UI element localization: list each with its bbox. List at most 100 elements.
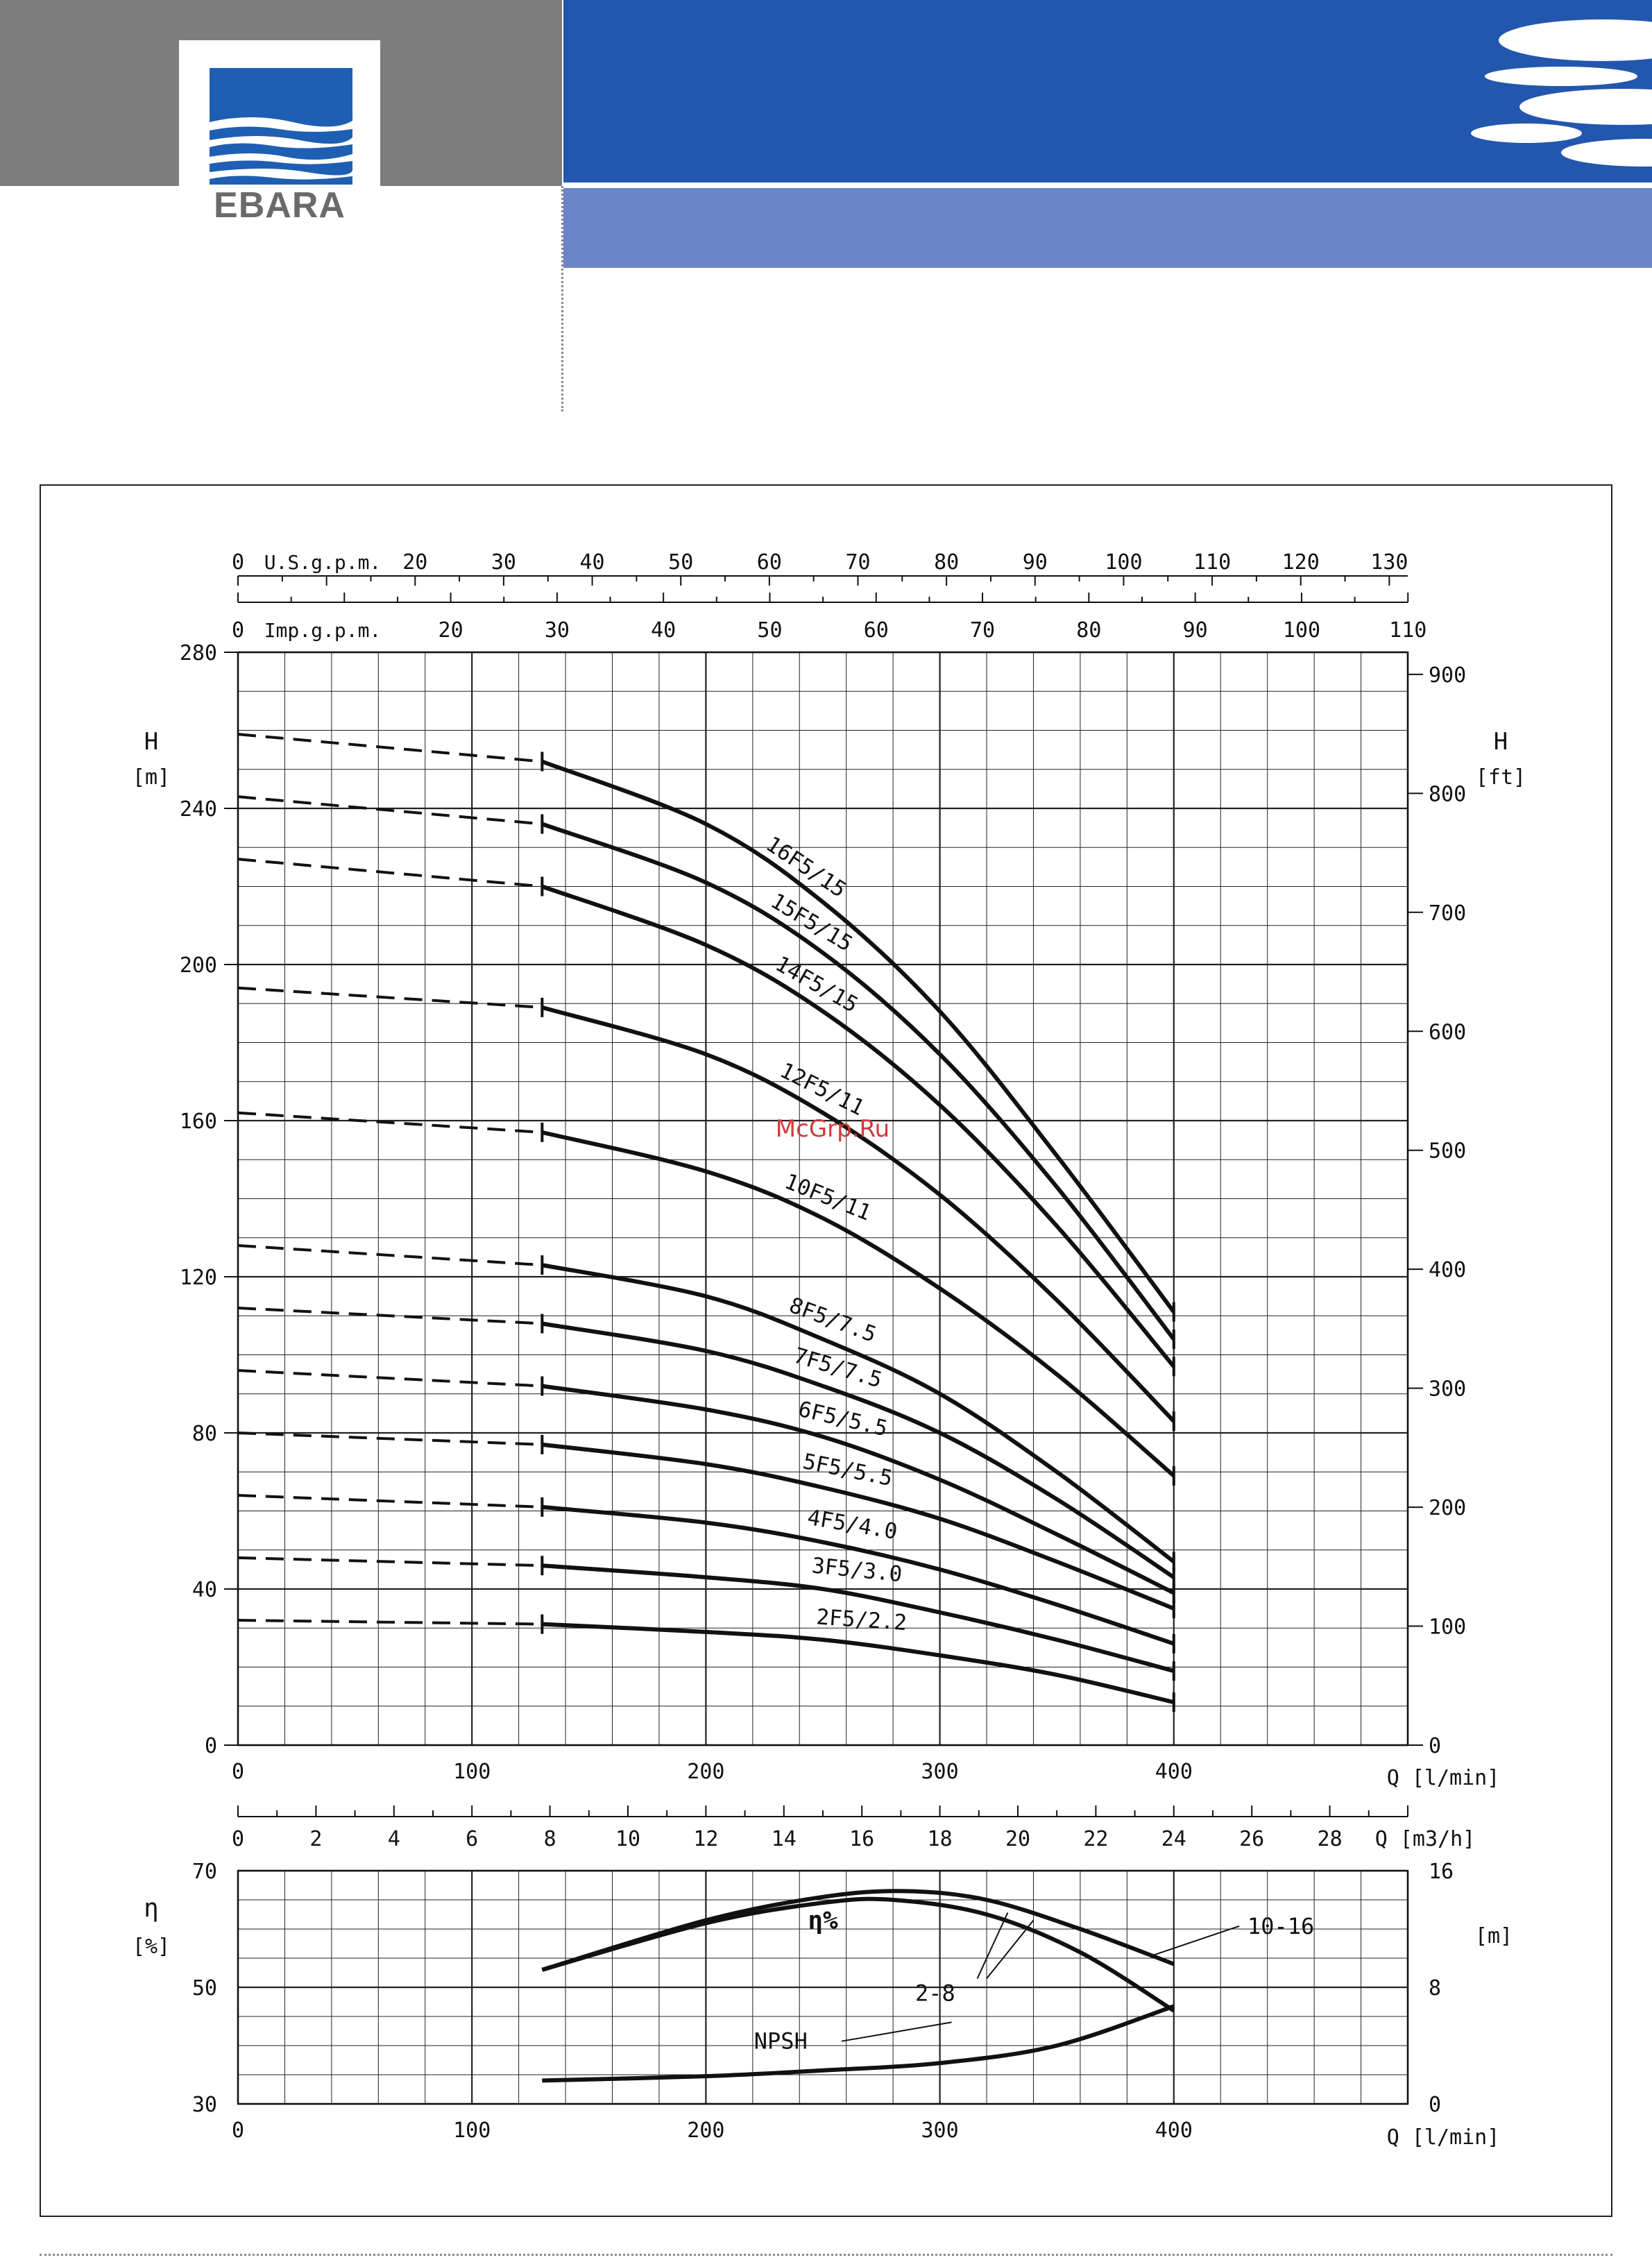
x-tick-label: 200	[687, 1760, 724, 1784]
y2-tick-label: 0	[1429, 1734, 1441, 1758]
m3h-tick-label: 6	[466, 1827, 478, 1851]
head-curve-dashed	[237, 858, 543, 888]
curve-label: 8F5/7.5	[786, 1293, 880, 1348]
head-curve	[542, 1504, 1175, 1646]
y-tick-label: 120	[180, 1266, 217, 1290]
y2-tick-label: 600	[1429, 1020, 1466, 1044]
eff-y2-tick-label: 8	[1429, 1976, 1441, 2000]
head-curve-dashed	[237, 795, 543, 826]
m3h-tick-label: 8	[544, 1827, 556, 1851]
head-curve-dashed	[237, 1556, 543, 1567]
y2-tick-label: 500	[1429, 1139, 1466, 1164]
m3h-tick-label: 10	[615, 1827, 640, 1851]
y-tick-label: 160	[180, 1110, 217, 1134]
series-leader-line	[976, 1912, 1009, 1979]
header-light-blue-band	[563, 188, 1652, 268]
eff-x-tick-label: 0	[232, 2118, 244, 2143]
m3h-tick-label: 20	[1005, 1827, 1030, 1851]
head-curve-dashed	[237, 1111, 543, 1134]
curve-label: 10F5/11	[781, 1169, 875, 1226]
eta-percent-label: η%	[808, 1906, 838, 1935]
top-axis-tick-label: 90	[1183, 618, 1208, 643]
eff-y2-axis-label: [m]	[1475, 1924, 1513, 1948]
flow-unit-axes: 0 20 30 40 50 60 70 80 90 100 110 120 130 U.S.g.p.m. 0…	[232, 550, 1427, 643]
m3h-tick-label: 4	[388, 1827, 400, 1851]
header-dotted-divider	[561, 186, 563, 411]
top-axis-tick-label: 20	[438, 618, 463, 643]
m3h-tick-label: 16	[849, 1827, 874, 1851]
curve-label: 7F5/7.5	[791, 1343, 885, 1393]
y2-tick-label: 400	[1429, 1258, 1466, 1282]
y2-axis-unit: [ft]	[1476, 765, 1526, 790]
top-axis-tick-label: 0	[232, 618, 244, 643]
x-tick-label: 400	[1155, 1760, 1193, 1784]
head-chart-grid	[237, 651, 1409, 1747]
m3h-axis: 0 2 4 6 8 10 12 14 16 18 20 22 24 26 28 Q [m3/h]	[232, 1806, 1475, 1851]
top-axis-tick-label: 70	[970, 618, 995, 643]
head-curve	[542, 1442, 1175, 1611]
top-axis-tick-label: 50	[757, 618, 782, 643]
series-label-2-8: 2-8	[915, 1980, 955, 2006]
top-axis-tick-label: 30	[491, 550, 516, 575]
y-tick-label: 0	[205, 1734, 217, 1758]
head-curve-dashed	[237, 986, 543, 1009]
head-curve-dashed	[237, 1369, 543, 1388]
chart-frame	[40, 484, 1612, 2217]
head-curve	[541, 1321, 1175, 1579]
x-tick-label: 0	[232, 1760, 244, 1784]
eff-plot-border	[237, 1869, 1409, 2105]
top-axis-tick-label: 80	[934, 550, 959, 575]
curve-label: 2F5/2.2	[815, 1605, 908, 1636]
eff-y-axis-unit: [%]	[133, 1935, 170, 1959]
y-tick-label: 200	[180, 953, 217, 978]
efficiency-chart-curves: 10-16 2-8 NPSH η%	[541, 1889, 1314, 2083]
top-axis-tick-label: 120	[1282, 550, 1320, 575]
top-axis-tick-label: 70	[845, 550, 870, 575]
top-axis-tick-label: 80	[1076, 618, 1101, 643]
y2-axis-label: H	[1494, 728, 1508, 756]
y2-tick-label: 900	[1429, 663, 1466, 688]
ebara-logo-icon	[210, 68, 352, 185]
eff-curve	[542, 2004, 1175, 2083]
head-curve	[541, 884, 1176, 1368]
head-curve-dashed	[237, 1494, 543, 1509]
y2-tick-label: 100	[1429, 1615, 1466, 1640]
eff-y-tick-label: 50	[192, 1976, 217, 2000]
m3h-tick-label: 14	[772, 1827, 797, 1851]
eff-y-tick-label: 30	[192, 2093, 217, 2117]
top-axis-tick-label: 90	[1023, 550, 1048, 575]
watermark-text: McGrp.Ru	[776, 1115, 889, 1143]
m3h-tick-label: 28	[1318, 1827, 1343, 1851]
top-axis-tick-label: 110	[1193, 550, 1231, 575]
m3h-axis-label: Q [m3/h]	[1375, 1827, 1476, 1851]
header-blue-panel	[563, 0, 1652, 182]
m3h-tick-label: 26	[1239, 1827, 1264, 1851]
head-curve	[541, 1263, 1175, 1564]
top-axis-label: Imp.g.p.m.	[264, 619, 382, 642]
head-chart-axes: 0 100 200 300 400 0 40 80 120 160 200 240 280 0 100 200…	[133, 641, 1526, 1790]
top-axis-tick-label: 110	[1389, 618, 1427, 643]
header-wave-graphic	[1471, 19, 1652, 167]
y2-tick-label: 200	[1429, 1496, 1466, 1520]
head-curve-dashed	[237, 1244, 543, 1267]
m3h-tick-label: 0	[232, 1827, 244, 1851]
y2-tick-label: 300	[1429, 1377, 1466, 1402]
eff-x-tick-label: 100	[453, 2118, 491, 2143]
footer-dotted-rule	[40, 2254, 1612, 2256]
head-curve-dashed	[237, 1307, 543, 1325]
y-tick-label: 80	[192, 1422, 217, 1446]
top-axis-tick-label: 60	[864, 618, 889, 643]
m3h-tick-label: 18	[928, 1827, 953, 1851]
m3h-tick-label: 22	[1083, 1827, 1108, 1851]
series-leader-line	[841, 2021, 952, 2042]
eff-x-tick-label: 200	[687, 2118, 724, 2143]
head-chart-curves: 16F5/1515F5/1514F5/1512F5/1110F5/118F5/7…	[237, 733, 1176, 1713]
eff-y-axis-label: η	[144, 1894, 159, 1923]
top-axis-tick-label: 130	[1370, 550, 1408, 575]
eff-y2-tick-label: 0	[1429, 2093, 1441, 2117]
head-curve-dashed	[237, 1431, 543, 1446]
head-curve	[542, 1622, 1175, 1705]
x-tick-label: 300	[921, 1760, 959, 1784]
x-axis-label: Q [l/min]	[1387, 1766, 1500, 1790]
